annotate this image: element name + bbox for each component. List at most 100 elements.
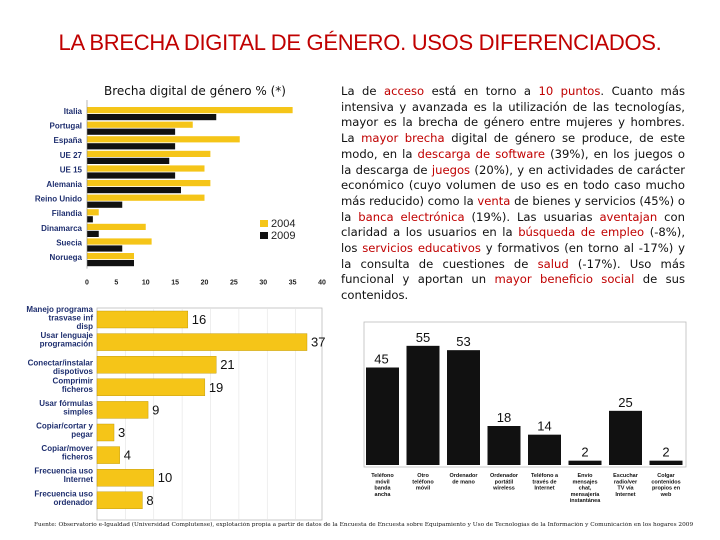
x-tick-label: 10 [142,280,150,287]
country-label: Portugal [50,122,82,131]
bar-2004 [87,150,211,157]
highlight-text: servicios educativos [362,241,481,256]
bar-2009 [87,114,217,121]
x-tick-label: 35 [289,280,297,287]
country-label: Italia [64,107,83,116]
body-text: está en torno a [424,84,539,98]
country-label: Dinamarca [41,224,82,233]
device-label: Teléfono móvil banda ancha [371,473,394,498]
bar-2009 [87,187,181,194]
device-label: Escuchar radio/ver TV vía Internet [613,473,639,498]
legend-label-2004: 2004 [271,218,295,230]
device-value-label: 45 [374,352,388,367]
country-label: Noruega [50,253,83,262]
skill-label: Usar fórmulas simples [39,399,93,417]
explanation-text: La de acceso está en torno a 10 puntos. … [341,84,685,304]
skill-label: Frecuencia uso Internet [34,467,93,485]
skill-value-label: 16 [192,312,206,327]
bar-2009 [87,143,176,150]
skill-bar [96,446,120,464]
skill-value-label: 8 [146,493,153,508]
country-label: Alemania [46,180,82,189]
device-value-label: 18 [497,410,511,425]
skill-bar [96,356,217,374]
skill-value-label: 9 [152,402,159,417]
devices-gap-chart: 45 Teléfono móvil banda ancha 55 Otro teléfono m… [363,321,687,504]
device-label: Envío mensajes chat, mensajería instantánea [570,473,602,504]
skill-label: Copiar/mover ficheros [41,444,93,462]
body-text: (39%), en los juegos o la descarga de [341,146,685,177]
bar-2009 [87,260,134,267]
bar-2009 [87,201,123,208]
device-bar [649,460,683,465]
bar-2009 [87,245,123,252]
highlight-text: acceso [383,84,425,98]
skill-label: Conectar/instalar dispotivos [28,359,94,377]
x-tick-label: 30 [259,280,267,287]
body-text: y formativos (en torno al -17%) y la con… [341,241,685,271]
device-bar [406,345,440,465]
bar-2004 [87,223,146,230]
bar-2004 [87,121,193,128]
country-label: UE 15 [60,165,83,174]
page-title: LA BRECHA DIGITAL DE GÉNERO. USOS DIFERE… [58,30,662,55]
legend-label-2009: 2009 [271,230,295,242]
bar-2004 [87,165,205,172]
country-label: UE 27 [60,151,83,160]
highlight-text: mayor beneficio social [494,272,635,287]
device-value-label: 2 [581,445,588,460]
bar-2009 [87,128,176,135]
chart1-title: Brecha digital de género % (*) [104,84,286,98]
bar-2004 [87,194,205,201]
legend-swatch-2004 [260,220,268,227]
body-text: (-8%), los [341,225,686,256]
bar-2004 [87,136,240,143]
chart-frame [363,321,687,468]
device-bar [609,410,642,465]
bar-2004 [87,209,99,216]
device-bar [568,460,602,465]
body-text: de bienes y servicios (45%) o la [341,193,685,224]
country-label: España [54,136,83,145]
skill-bar [96,468,154,487]
skill-bar [96,333,308,351]
skill-bar [96,378,206,397]
device-value-label: 2 [662,445,669,460]
skills-gap-chart: Manejo programa trasvase inf disp 16 Usar le… [26,305,325,521]
body-text: de sus contenidos. [341,272,686,303]
country-label: Suecia [56,238,82,247]
body-text: digital de género se produce, de este mo… [341,131,686,161]
bar-2004 [87,107,293,114]
device-bar [447,350,480,465]
device-bar [366,367,399,465]
x-tick-label: 25 [230,280,238,287]
x-tick-label: 40 [318,280,326,287]
device-label: Ordenador de mano [449,473,478,485]
highlight-text: banca electrónica [358,209,465,224]
highlight-text: aventajan [599,209,658,224]
device-label: Otro teléfono móvil [412,473,434,492]
body-text: . Cuanto más intensiva y avanzada es la … [341,84,685,146]
highlight-text: descarga de software [417,146,546,161]
highlight-text: salud [537,256,569,271]
skill-label: Copiar/cortar y pegar [36,422,93,440]
bar-2009 [87,230,99,237]
skill-value-label: 19 [209,380,223,395]
skill-label: Manejo programa trasvase inf disp [26,305,93,331]
device-value-label: 14 [537,419,551,434]
highlight-text: venta [477,193,511,208]
x-tick-label: 20 [201,280,209,287]
bar-2009 [87,157,170,164]
bar-2009 [87,172,176,179]
skill-value-label: 21 [220,357,234,372]
device-value-label: 55 [416,330,430,345]
body-text: La de [341,84,384,98]
x-tick-label: 15 [171,280,179,287]
body-text: (20%), y en actividades de carácter econ… [341,162,685,208]
device-label: Ordenador portátil wireless [490,473,519,492]
highlight-text: juegos [431,162,471,177]
x-tick-label: 5 [114,280,118,287]
skill-bar [96,310,189,329]
device-label: Colgar contenidos propios en web [651,473,680,498]
skill-value-label: 4 [124,448,131,463]
